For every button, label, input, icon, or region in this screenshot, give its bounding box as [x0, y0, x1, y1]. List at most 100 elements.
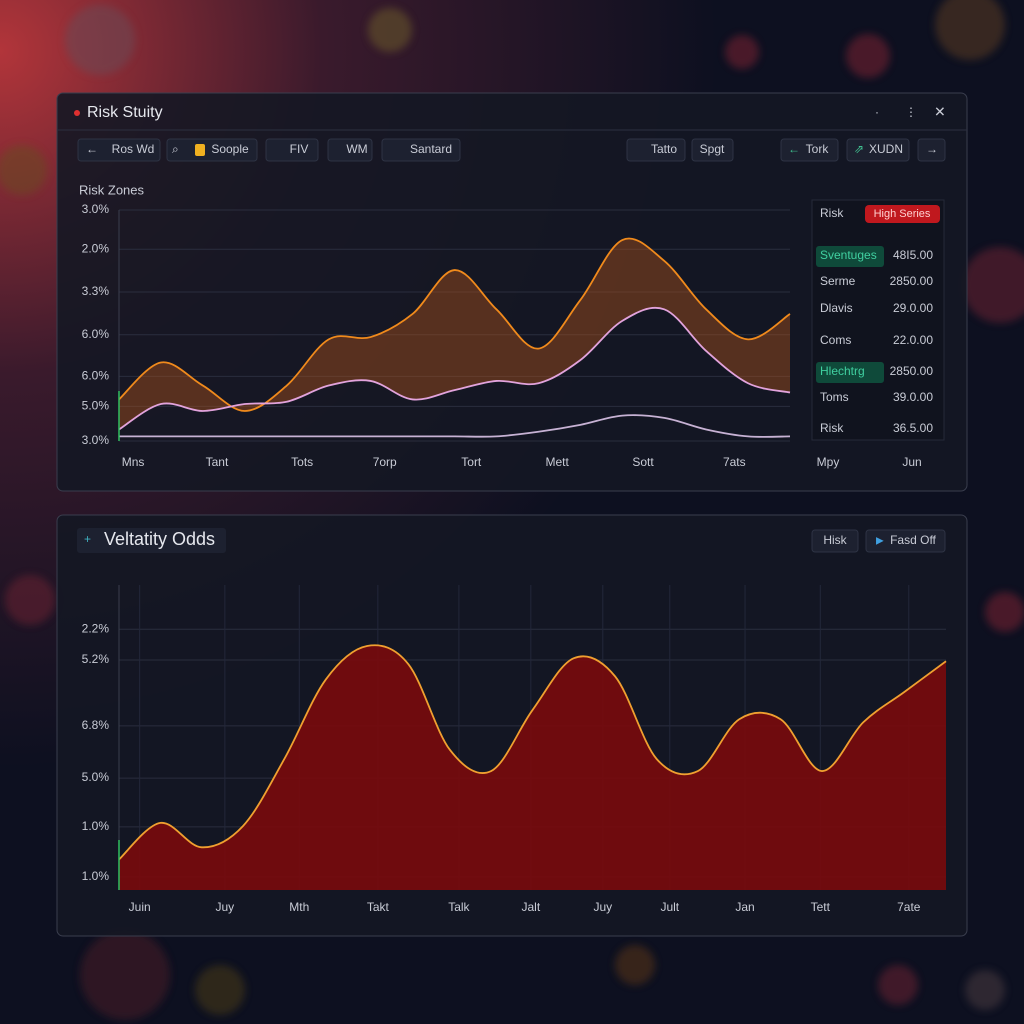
- toolbar-button[interactable]: [265, 138, 319, 162]
- toolbar-button[interactable]: [691, 138, 734, 162]
- table-cell: Risk: [820, 421, 844, 435]
- chart-title: Veltatity Odds: [104, 529, 215, 549]
- table-cell: Sventuges: [820, 248, 877, 262]
- toolbar-label: Soople: [211, 142, 249, 156]
- table-cell: 22.0.00: [893, 333, 933, 347]
- y-tick-label: 6.0%: [82, 368, 110, 382]
- toolbar-label: XUDN: [869, 142, 903, 156]
- toolbar-label: Santard: [410, 142, 452, 156]
- x-tick-label: Jan: [735, 900, 754, 914]
- x-tick-label: Mns: [122, 455, 145, 469]
- series-line: [119, 414, 791, 438]
- forward-icon: →: [926, 142, 938, 156]
- x-tick-label: Talk: [448, 900, 470, 914]
- play-icon: ▶: [876, 536, 884, 547]
- table-cell: 39.0.00: [893, 390, 933, 404]
- panel-button[interactable]: [811, 529, 859, 553]
- status-dot: [74, 110, 80, 116]
- button-label: Fasd Off: [890, 533, 936, 547]
- y-tick-label: 3.0%: [82, 202, 110, 216]
- table-cell: Dlavis: [820, 301, 853, 315]
- y-tick-label: 6.8%: [82, 718, 110, 732]
- menu-dot[interactable]: ·: [875, 105, 879, 119]
- table-cell: Toms: [820, 390, 849, 404]
- y-tick-label: 5.2%: [82, 652, 110, 666]
- x-tick-label: Tant: [206, 455, 229, 469]
- arrow-icon: ⇗: [854, 142, 864, 156]
- toolbar-button[interactable]: [166, 138, 258, 162]
- toolbar-button[interactable]: [846, 138, 910, 162]
- arrow-icon: ←: [788, 142, 800, 156]
- table-header: High Series: [874, 208, 931, 220]
- toolbar-button[interactable]: [327, 138, 373, 162]
- toolbar-label: FIV: [290, 142, 309, 156]
- y-tick-label: 2.0%: [82, 241, 110, 255]
- table-cell: Hlechtrg: [820, 364, 865, 378]
- x-tick-label: Takt: [367, 900, 390, 914]
- x-tick-label: Jun: [902, 455, 921, 469]
- x-tick-label: Jalt: [522, 900, 541, 914]
- badge: [865, 205, 940, 223]
- panel-button[interactable]: [865, 529, 946, 553]
- table-cell: Serme: [820, 274, 856, 288]
- table-cell: 36.5.00: [893, 421, 933, 435]
- table-cell: 48I5.00: [893, 248, 933, 262]
- x-tick-label: 7ats: [723, 455, 746, 469]
- x-tick-label: Mpy: [817, 455, 840, 469]
- toolbar-label: Tork: [806, 142, 830, 156]
- table-header: Risk: [820, 206, 844, 220]
- y-tick-label: 1.0%: [82, 819, 110, 833]
- toolbar-label: WM: [346, 142, 367, 156]
- x-tick-label: Sott: [632, 455, 654, 469]
- row-highlight: [816, 246, 884, 267]
- y-tick-label: 3.0%: [82, 433, 110, 447]
- chart-title: Risk Zones: [79, 182, 145, 197]
- y-tick-label: 1.0%: [82, 869, 110, 883]
- x-tick-label: Juy: [593, 900, 612, 914]
- toolbar-label: Spgt: [700, 142, 725, 156]
- close-button[interactable]: ✕: [934, 104, 946, 120]
- series-line: [118, 237, 791, 412]
- table-cell: 2850.00: [890, 274, 934, 288]
- window-title: Risk Stuity: [87, 104, 163, 121]
- button-label: Hisk: [823, 533, 847, 547]
- title-box: [77, 528, 226, 553]
- search-badge: [195, 144, 205, 156]
- title-icon: +: [84, 532, 91, 546]
- toolbar-button[interactable]: [381, 138, 461, 162]
- x-tick-label: Juy: [216, 900, 235, 914]
- toolbar: ← ⌕ ← ⇗ →: [77, 138, 946, 162]
- x-tick-label: Jult: [660, 900, 679, 914]
- search-icon: ⌕: [172, 142, 179, 156]
- series-line: [118, 644, 947, 861]
- more-button[interactable]: ⋮: [905, 105, 917, 119]
- x-tick-label: Tort: [461, 455, 482, 469]
- y-tick-label: 2.2%: [82, 621, 110, 635]
- x-tick-label: Juin: [129, 900, 151, 914]
- x-tick-label: Mth: [289, 900, 309, 914]
- table-cell: Coms: [820, 333, 851, 347]
- y-tick-label: 5.0%: [82, 770, 110, 784]
- area-fill: [119, 645, 946, 890]
- y-tick-label: 5.0%: [82, 399, 110, 413]
- table-cell: 2850.00: [890, 364, 934, 378]
- toolbar-button[interactable]: [626, 138, 686, 162]
- toolbar-button[interactable]: [77, 138, 161, 162]
- back-icon: ←: [86, 142, 98, 156]
- x-tick-label: Tots: [291, 455, 313, 469]
- table-cell: 29.0.00: [893, 301, 933, 315]
- band-fill: [119, 238, 790, 430]
- side-table: [811, 199, 945, 441]
- toolbar-button[interactable]: [780, 138, 839, 162]
- y-tick-label: 6.0%: [82, 327, 110, 341]
- toolbar-button[interactable]: [917, 138, 946, 162]
- x-tick-label: 7orp: [373, 455, 397, 469]
- toolbar-label: Tatto: [651, 142, 677, 156]
- row-highlight: [816, 362, 884, 383]
- x-tick-label: Mett: [545, 455, 569, 469]
- series-line: [118, 306, 791, 431]
- x-tick-label: Tett: [811, 900, 831, 914]
- toolbar-label: Ros Wd: [112, 142, 155, 156]
